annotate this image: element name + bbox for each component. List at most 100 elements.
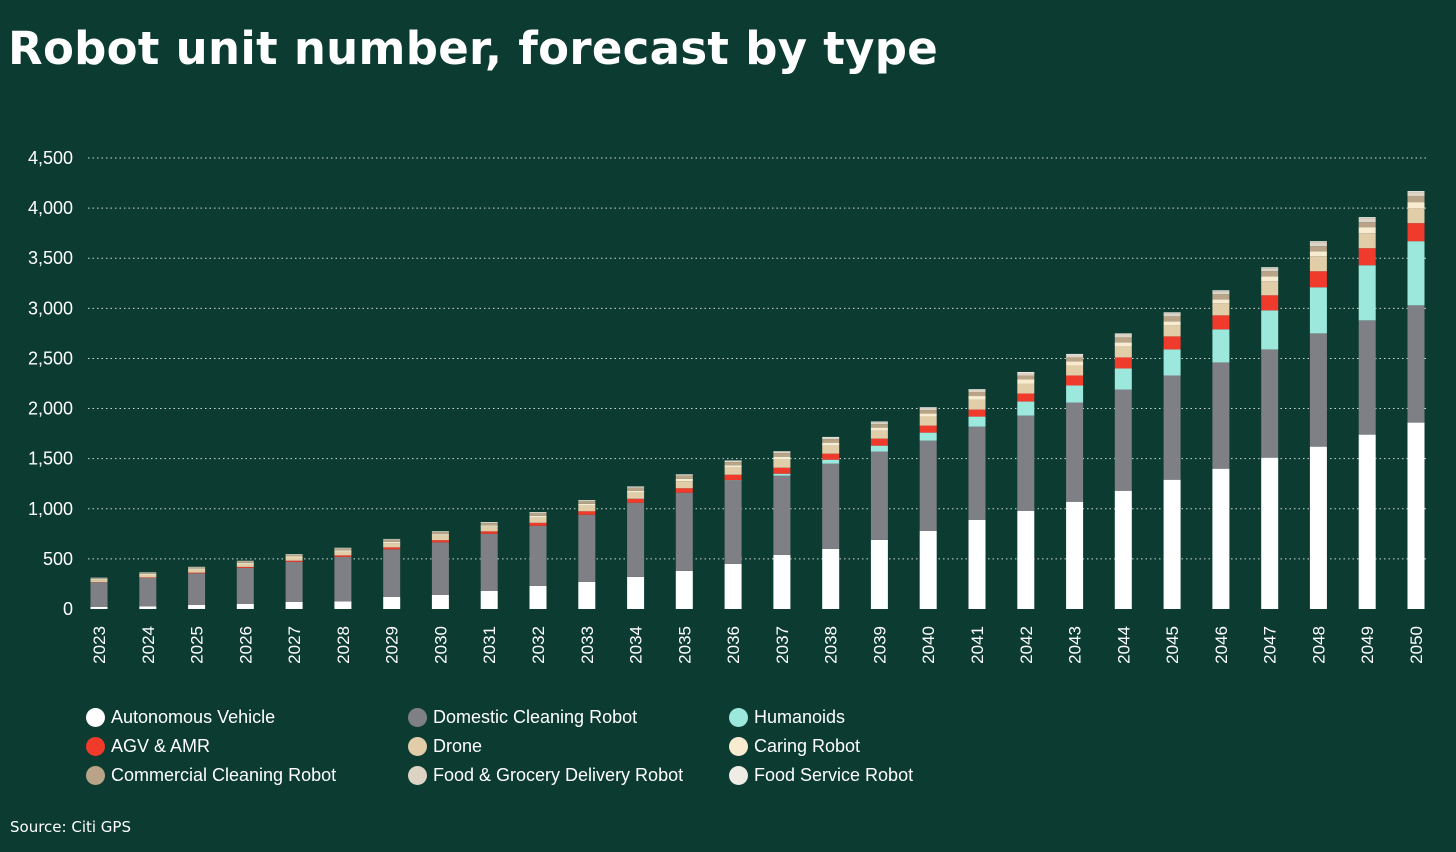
bar-segment (968, 399, 986, 410)
bar-segment (773, 475, 791, 555)
bar-segment (529, 517, 547, 523)
x-tick-label: 2034 (627, 626, 646, 664)
bar-segment (383, 596, 401, 609)
bar-segment (383, 539, 401, 540)
bar-segment (1261, 281, 1279, 296)
legend-swatch (729, 765, 748, 785)
x-tick-label: 2027 (285, 626, 304, 664)
y-tick-label: 4,500 (28, 148, 73, 168)
legend-item: AGV & AMR (86, 735, 408, 757)
x-tick-label: 2024 (139, 626, 158, 664)
bar-segment (627, 487, 645, 491)
bar-segment (480, 531, 498, 534)
bar-segment (529, 522, 547, 526)
bar-segment (968, 390, 986, 393)
bar-segment (578, 511, 596, 515)
bar-segment (1017, 372, 1035, 376)
bar-segment (1017, 383, 1035, 394)
x-tick-label: 2044 (1114, 626, 1133, 664)
bar-segment (1212, 468, 1230, 609)
bar-segment (1407, 202, 1425, 209)
bar-segment (383, 547, 401, 550)
bar-segment (627, 502, 645, 577)
bar-segment (773, 453, 791, 457)
bar-segment (431, 535, 449, 541)
bar-segment (334, 556, 352, 602)
y-tick-label: 2,000 (28, 399, 73, 419)
bar-segment (1066, 402, 1084, 502)
bar-segment (870, 427, 888, 431)
bar-segment (675, 488, 693, 493)
bar-segment (1407, 241, 1425, 306)
bar-segment (383, 541, 401, 544)
bar-segment (1017, 415, 1035, 511)
chart-title: Robot unit number, forecast by type (8, 22, 939, 75)
bars (90, 191, 1425, 609)
bar-segment (1114, 342, 1132, 347)
bar-segment (578, 500, 596, 502)
bar-segment (1163, 316, 1181, 322)
bar-segment (773, 554, 791, 609)
bar-segment (1261, 295, 1279, 311)
legend-swatch (408, 736, 427, 756)
bar-segment (1358, 265, 1376, 321)
bar-segment (1261, 310, 1279, 350)
bar-segment (773, 451, 791, 452)
x-tick-label: 2043 (1066, 626, 1085, 664)
legend-swatch (408, 707, 427, 727)
bar-segment (480, 525, 498, 527)
x-tick-label: 2050 (1407, 626, 1426, 664)
bar-segment (968, 392, 986, 397)
bar-segment (627, 576, 645, 609)
bar-segment (1358, 218, 1376, 223)
bar-segment (870, 539, 888, 609)
legend-item: Caring Robot (729, 735, 1029, 757)
bar-segment (627, 498, 645, 503)
legend-swatch (86, 736, 105, 756)
bar-segment (431, 532, 449, 535)
bar-segment (724, 460, 742, 461)
bar-segment (1309, 256, 1327, 272)
bar-segment (480, 523, 498, 526)
bar-segment (1212, 291, 1230, 295)
bar-segment (1114, 490, 1132, 609)
legend-label: Humanoids (754, 706, 846, 727)
bar-segment (1114, 389, 1132, 491)
bar-segment (675, 474, 693, 476)
bar-segment (1163, 321, 1181, 326)
bar-segment (675, 475, 693, 479)
bar-segment (1309, 241, 1327, 243)
bar-segment (139, 574, 157, 578)
bar-segment (236, 561, 254, 563)
x-tick-label: 2048 (1309, 626, 1328, 664)
bar-segment (822, 439, 840, 443)
bar-segment (431, 534, 449, 536)
y-tick-label: 2,500 (28, 348, 73, 368)
bar-segment (724, 563, 742, 609)
bar-segment (919, 425, 937, 433)
y-tick-label: 500 (43, 549, 73, 569)
bar-segment (334, 548, 352, 549)
bar-segment (334, 601, 352, 609)
bar-segment (480, 533, 498, 591)
legend-item: Commercial Cleaning Robot (86, 764, 408, 786)
bar-segment (139, 577, 157, 578)
legend-label: Commercial Cleaning Robot (111, 764, 337, 785)
bar-segment (870, 422, 888, 425)
bar-segment (822, 442, 840, 446)
bar-segment (919, 432, 937, 441)
bar-segment (188, 568, 206, 570)
legend-label: Food Service Robot (754, 764, 914, 785)
y-tick-label: 4,000 (28, 198, 73, 218)
bar-segment (383, 543, 401, 548)
bar-segment (1309, 446, 1327, 609)
legend-swatch (86, 765, 105, 785)
bar-segment (919, 413, 937, 417)
bar-segment (529, 515, 547, 518)
y-tick-label: 1,500 (28, 449, 73, 469)
bar-segment (236, 562, 254, 564)
bar-segment (1212, 362, 1230, 469)
x-tick-label: 2029 (383, 626, 402, 664)
bar-segment (1017, 375, 1035, 380)
bar-segment (285, 557, 303, 561)
